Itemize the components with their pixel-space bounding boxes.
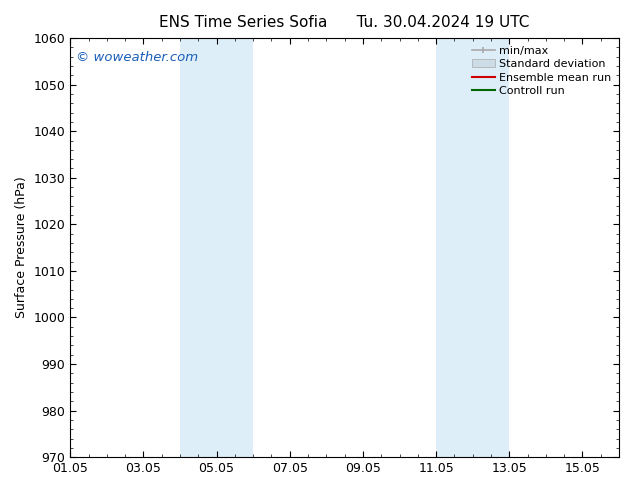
Y-axis label: Surface Pressure (hPa): Surface Pressure (hPa) (15, 177, 28, 318)
Bar (436, 38, 509, 457)
Title: ENS Time Series Sofia      Tu. 30.04.2024 19 UTC: ENS Time Series Sofia Tu. 30.04.2024 19 … (160, 15, 530, 30)
Bar (180, 38, 253, 457)
Text: © woweather.com: © woweather.com (76, 50, 198, 64)
Legend: min/max, Standard deviation, Ensemble mean run, Controll run: min/max, Standard deviation, Ensemble me… (470, 44, 614, 98)
